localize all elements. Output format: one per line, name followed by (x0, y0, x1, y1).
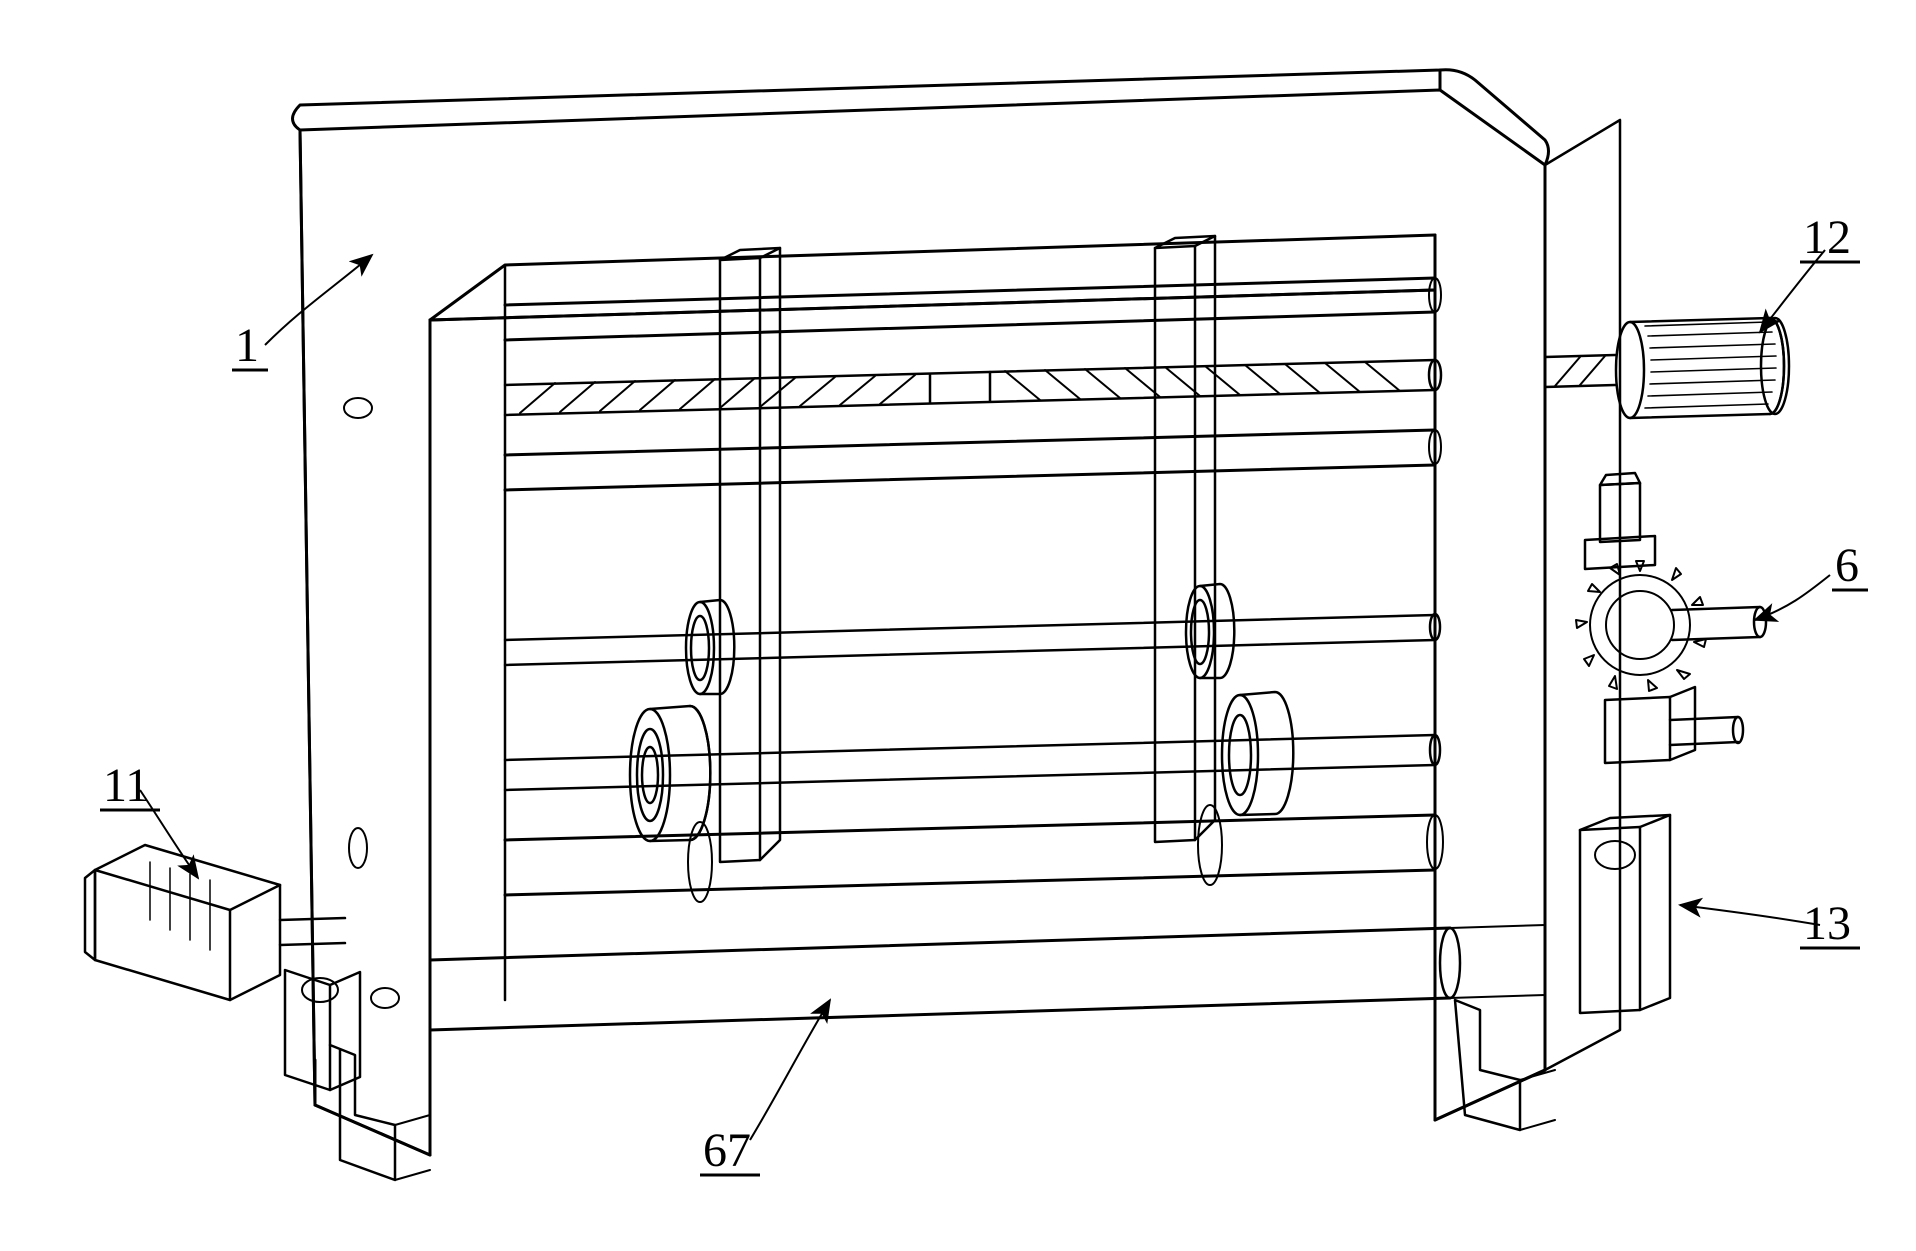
bottom-roller (430, 925, 1545, 1030)
motor-top-right (1616, 318, 1789, 418)
label-13: 13 (1803, 896, 1851, 951)
gear-assembly (1576, 473, 1766, 763)
carriage-left (720, 248, 780, 862)
top-guide-rod (505, 278, 1441, 340)
mid-rod (505, 430, 1441, 490)
frame-outline (85, 70, 1789, 1180)
carriage-right (1155, 236, 1215, 842)
label-11: 11 (103, 758, 149, 813)
bracket-right (1580, 815, 1670, 1013)
lead-screw (505, 360, 1441, 415)
label-67: 67 (703, 1123, 751, 1178)
mechanical-drawing (0, 0, 1916, 1251)
label-12: 12 (1803, 210, 1851, 265)
label-1: 1 (235, 318, 259, 373)
motor-left (85, 845, 360, 1090)
label-6: 6 (1835, 538, 1859, 593)
pulley-shaft-upper (505, 584, 1440, 694)
